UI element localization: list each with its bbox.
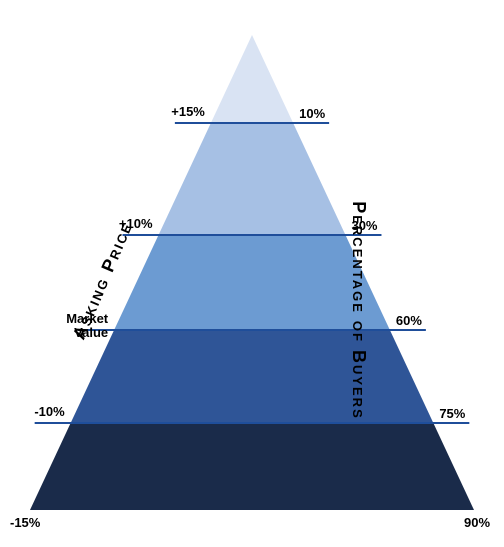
pyramid-svg	[0, 0, 504, 547]
right-label-4: 90%	[464, 516, 490, 530]
left-label-1: +10%	[119, 217, 153, 231]
right-label-0: 10%	[299, 107, 325, 121]
axis-label-percentage-buyers: Percentage of Buyers	[348, 201, 369, 420]
right-label-3: 75%	[439, 407, 465, 421]
pyramid-tier-4	[30, 423, 474, 510]
left-label-4: -15%	[10, 516, 40, 530]
right-label-2: 60%	[396, 314, 422, 328]
pyramid-tier-3	[71, 330, 434, 423]
pyramid-tier-0	[211, 35, 293, 123]
left-label-0: +15%	[171, 105, 205, 119]
left-label-2: Market Value	[66, 312, 108, 341]
pyramid-chart: Asking Price Percentage of Buyers +15%10…	[0, 0, 504, 547]
left-label-3: -10%	[34, 405, 64, 419]
pyramid-tier-1	[159, 123, 346, 235]
right-label-1: 30%	[351, 219, 377, 233]
